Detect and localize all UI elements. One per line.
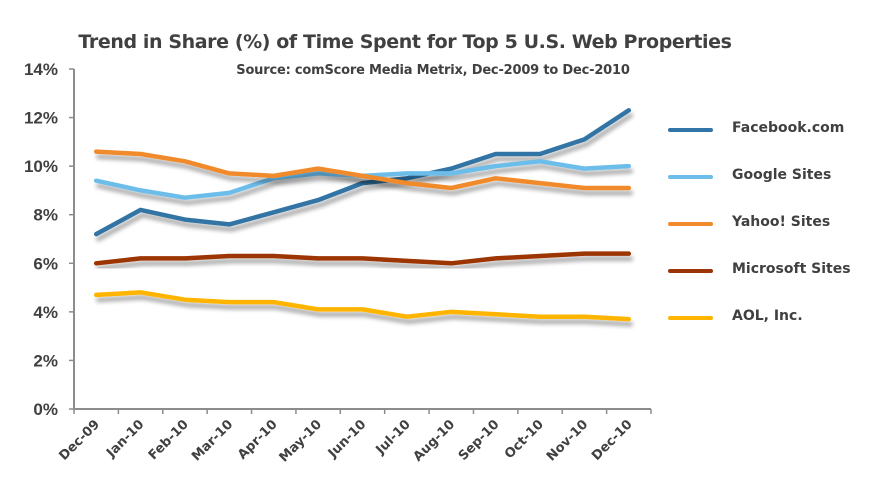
legend-swatch-google: [668, 175, 713, 179]
series-line-google-sites: [93, 159, 632, 200]
legend-label-aol: AOL, Inc.: [732, 308, 803, 324]
x-tick-label: May-10: [277, 417, 325, 465]
x-tick-label: Feb-10: [146, 417, 192, 463]
chart-subtitle-text: Source: comScore Media Metrix, Dec-2009 …: [236, 63, 630, 78]
y-tick-label: 4%: [33, 303, 58, 322]
legend-label-facebook: Facebook.com: [732, 120, 845, 136]
x-tick-label: Jan-10: [103, 417, 147, 461]
legend-swatch-yahoo: [668, 222, 713, 226]
x-tick-label: Mar-10: [189, 417, 236, 464]
x-tick-label: Apr-10: [235, 417, 280, 462]
y-tick-label: 8%: [33, 206, 58, 225]
x-tick-label: Aug-10: [411, 417, 458, 464]
y-tick-label: 14%: [24, 60, 58, 79]
legend-label-google: Google Sites: [732, 167, 832, 183]
chart-subtitle: Source: comScore Media Metrix, Dec-2009 …: [0, 63, 870, 78]
chart-title-text: Trend in Share (%) of Time Spent for Top…: [78, 31, 732, 53]
x-tick-label: Jun-10: [325, 417, 369, 461]
x-tick-label: Jul-10: [373, 417, 414, 458]
legend-label-yahoo: Yahoo! Sites: [732, 214, 831, 230]
series-group: [93, 108, 632, 322]
legend-swatch-facebook: [668, 128, 713, 132]
chart-title: Trend in Share (%) of Time Spent for Top…: [0, 31, 870, 53]
legend-label-microsoft: Microsoft Sites: [732, 261, 851, 277]
legend-swatch-aol: [668, 316, 713, 320]
legend-swatch-microsoft: [668, 269, 713, 273]
y-tick-label: 6%: [33, 254, 58, 273]
x-tick-label: Oct-10: [502, 417, 547, 462]
y-tick-label: 10%: [24, 157, 58, 176]
x-tick-label: Dec-09: [56, 417, 103, 464]
x-tick-label: Dec-10: [589, 417, 636, 464]
y-tick-label: 12%: [24, 109, 58, 128]
x-tick-label: Nov-10: [544, 417, 591, 464]
x-tick-label: Sep-10: [456, 417, 503, 464]
series-line-facebook-com: [93, 108, 632, 237]
series-line-aol-inc: [93, 290, 632, 322]
y-tick-label: 0%: [33, 400, 58, 419]
y-tick-label: 2%: [33, 351, 58, 370]
